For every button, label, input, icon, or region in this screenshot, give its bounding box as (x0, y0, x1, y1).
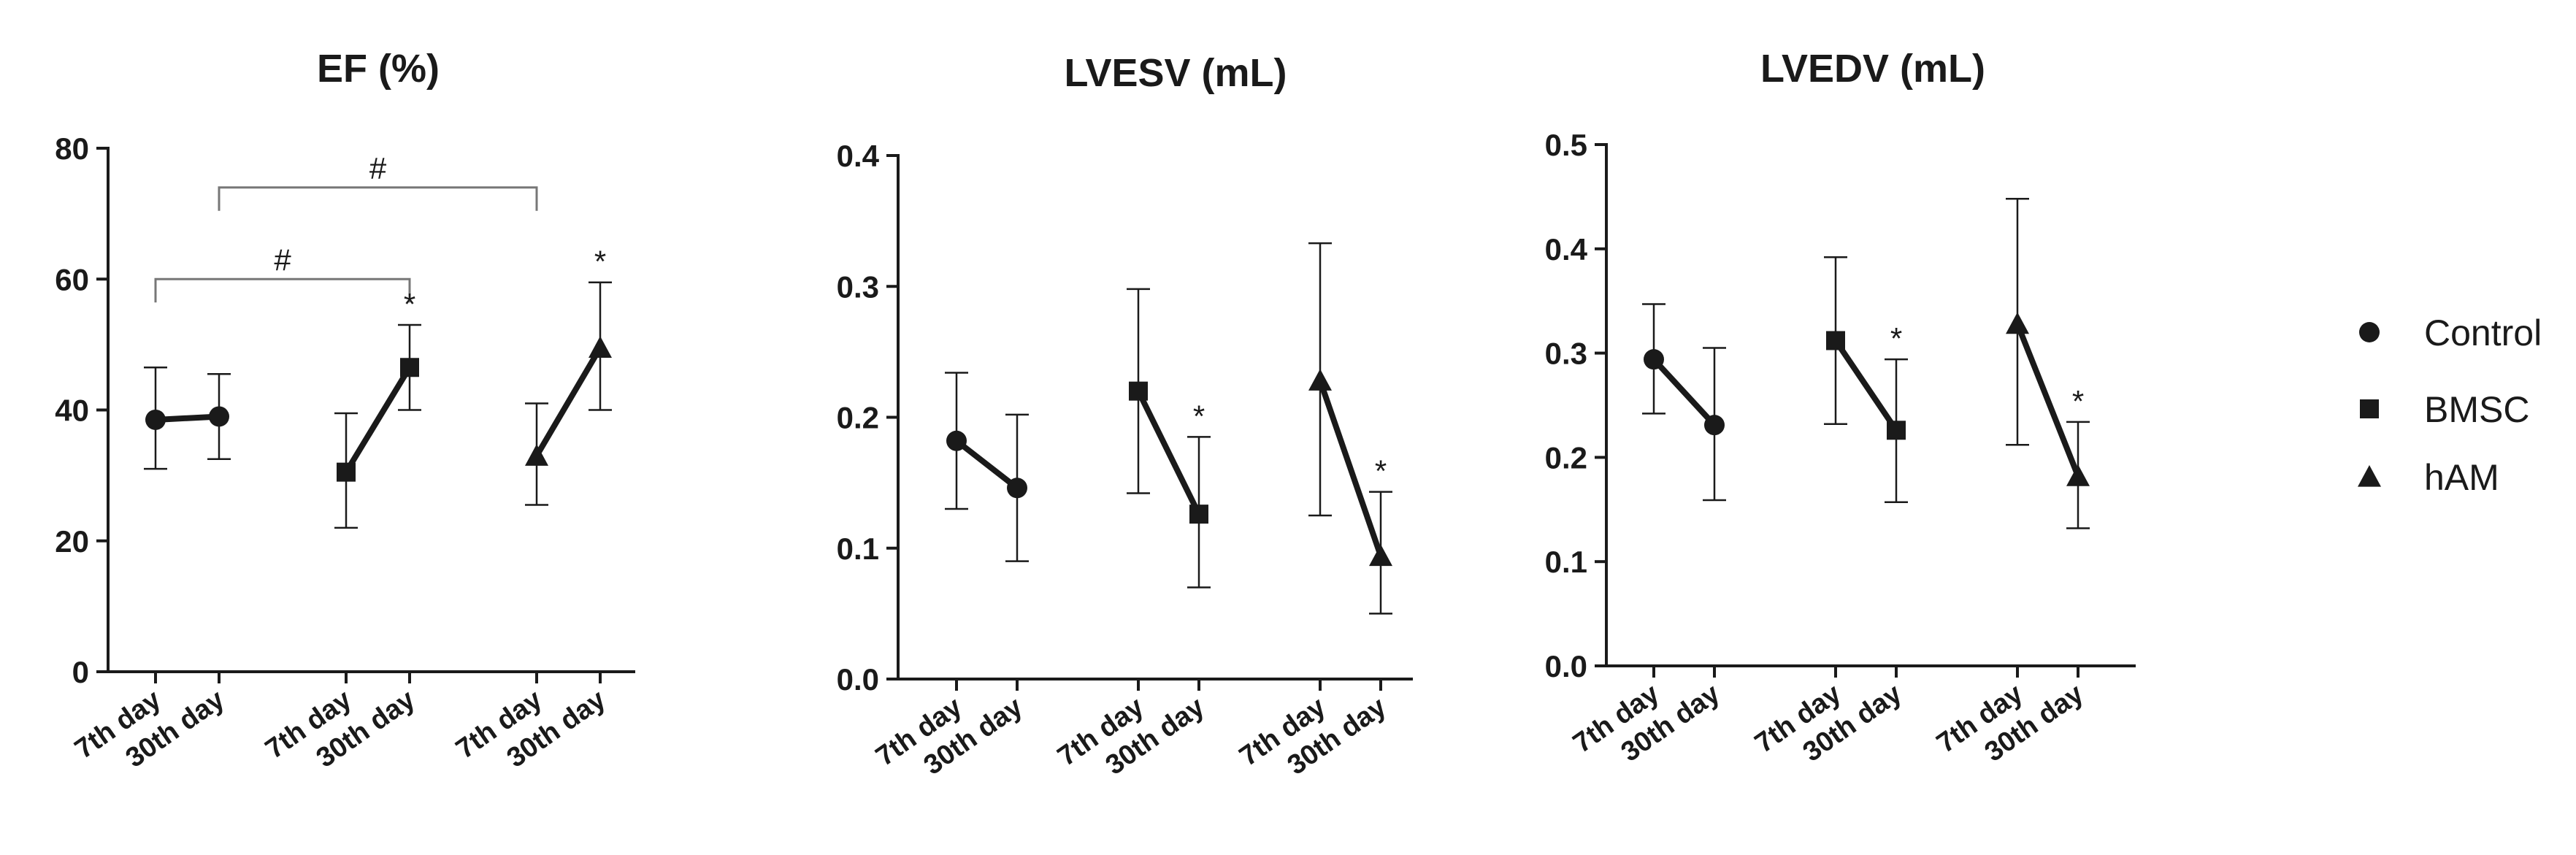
legend-marker-circle (2359, 322, 2380, 342)
data-point-circle (946, 430, 967, 451)
series-line (534, 346, 603, 458)
y-tick-label: 0.4 (837, 139, 880, 173)
legend-item-bmsc: BMSC (2360, 389, 2529, 430)
y-tick-label: 0.4 (1545, 232, 1588, 267)
data-point-triangle (589, 336, 612, 358)
series-ham: * (525, 245, 612, 506)
y-tick-label: 0.2 (1545, 440, 1587, 475)
data-point-triangle (1308, 369, 1332, 391)
series-line (954, 438, 1019, 491)
bracket-label: # (274, 242, 291, 277)
data-point-triangle (2006, 312, 2029, 334)
series-line (1135, 389, 1202, 515)
series-line (155, 413, 220, 423)
series-line (2015, 323, 2081, 478)
series-line (1833, 339, 1899, 432)
significance-star: * (2072, 384, 2084, 418)
y-tick-label: 0 (72, 655, 89, 689)
legend-marker-square (2360, 399, 2379, 418)
data-point-circle (1704, 415, 1725, 436)
bracket-label: # (369, 151, 387, 185)
data-point-triangle (525, 444, 548, 466)
y-tick-label: 0.1 (1545, 545, 1587, 579)
significance-star: * (594, 245, 606, 279)
data-point-square (1189, 505, 1208, 524)
y-tick-label: 0.5 (1545, 128, 1587, 162)
y-tick-label: 40 (55, 394, 89, 428)
y-tick-label: 0.1 (837, 532, 879, 566)
significance-star: * (1375, 454, 1387, 488)
series-control (144, 366, 231, 470)
panel-title: EF (%) (317, 47, 440, 91)
data-point-square (337, 462, 356, 482)
legend-label: Control (2424, 313, 2542, 353)
y-tick-label: 80 (55, 131, 89, 166)
series-ham: * (1308, 242, 1392, 615)
data-point-square (1887, 421, 1906, 440)
legend: Control BMSC hAM (2358, 313, 2542, 498)
y-tick-label: 0.0 (837, 662, 879, 697)
y-tick-label: 20 (55, 524, 89, 559)
significance-star: * (404, 287, 415, 321)
data-point-square (400, 358, 419, 377)
data-point-square (1826, 331, 1845, 350)
series-control (1642, 303, 1726, 502)
legend-marker-triangle (2358, 465, 2381, 487)
significance-star: * (1890, 321, 1902, 356)
data-point-triangle (1369, 544, 1392, 567)
data-point-square (1129, 381, 1148, 401)
significance-star: * (1193, 399, 1205, 433)
data-point-circle (145, 409, 166, 430)
series-control (945, 372, 1029, 562)
legend-item-ham: hAM (2358, 457, 2499, 498)
y-tick-label: 0.2 (837, 401, 879, 435)
data-point-circle (1007, 478, 1027, 499)
series-line (343, 366, 413, 474)
series-line (1652, 357, 1717, 427)
y-tick-label: 0.3 (837, 269, 879, 304)
y-tick-label: 0.0 (1545, 649, 1587, 683)
data-point-circle (1644, 349, 1664, 370)
y-tick-label: 0.3 (1545, 337, 1587, 371)
series-bmsc: * (1127, 288, 1211, 588)
series-line (1317, 380, 1384, 557)
series-bmsc: * (334, 287, 421, 529)
legend-label: hAM (2424, 457, 2499, 498)
series-ham: * (2006, 198, 2090, 529)
series-bmsc: * (1824, 256, 1908, 504)
data-point-circle (209, 406, 229, 427)
legend-item-control: Control (2359, 313, 2542, 353)
significance-bracket (218, 186, 538, 211)
y-tick-label: 60 (55, 262, 89, 296)
panel-title: LVEDV (mL) (1760, 47, 1985, 91)
significance-bracket (154, 277, 411, 303)
legend-label: BMSC (2424, 389, 2529, 430)
panel-title: LVESV (mL) (1064, 51, 1287, 95)
data-point-triangle (2066, 464, 2090, 486)
